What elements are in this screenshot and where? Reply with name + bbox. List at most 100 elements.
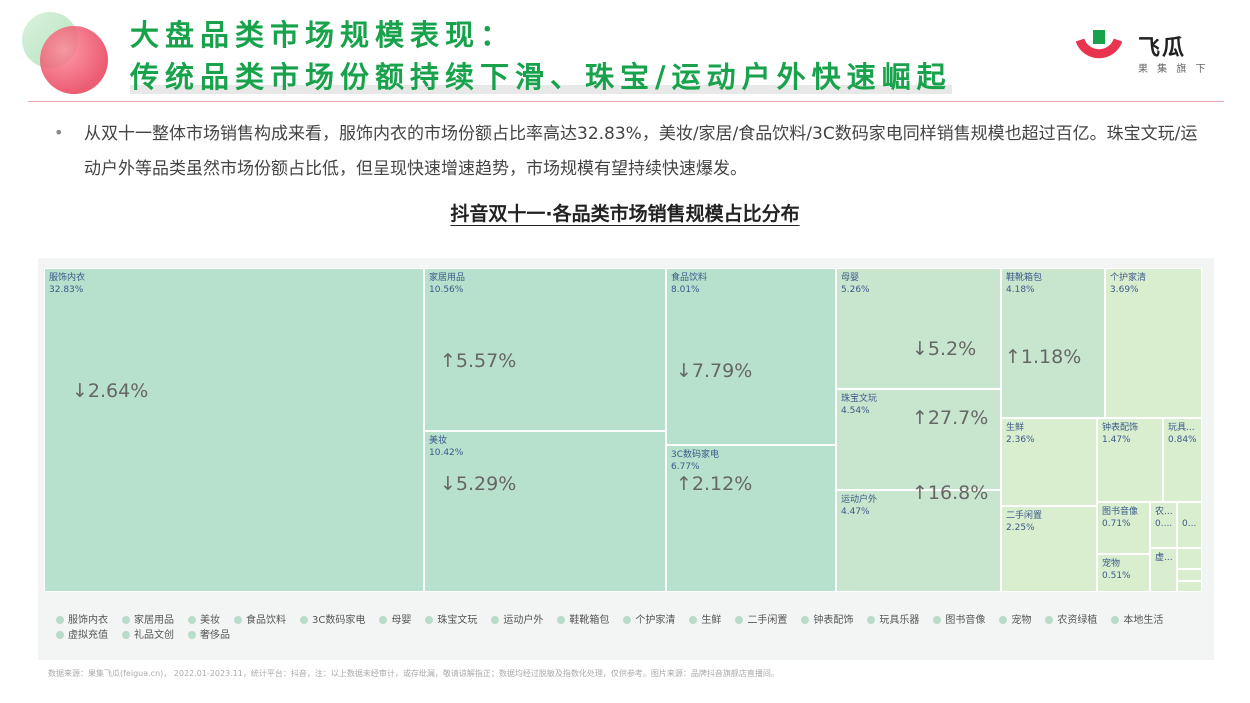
cell-share-label: 6.77% bbox=[671, 462, 700, 472]
page-title-line2: 传统品类市场份额持续下滑、珠宝/运动户外快速崛起 bbox=[130, 60, 952, 94]
legend-item[interactable]: 奢侈品 bbox=[188, 628, 230, 643]
legend-label: 图书音像 bbox=[945, 615, 986, 626]
cell-category-label: 3C数码家电 bbox=[671, 450, 720, 460]
treemap-cell: 运动户外 4.47% bbox=[836, 490, 1001, 592]
legend-dot-icon bbox=[557, 616, 566, 624]
legend-dot-icon bbox=[56, 616, 64, 624]
legend-item[interactable]: 二手闲置 bbox=[735, 613, 787, 628]
cell-share-label: 0.84% bbox=[1168, 435, 1197, 445]
cell-change-label: ↑1.18% bbox=[1005, 346, 1082, 368]
treemap-cell: 图书音像 0.71% bbox=[1097, 502, 1150, 554]
legend-dot-icon bbox=[122, 616, 130, 624]
cell-change-label: ↓2.64% bbox=[72, 380, 149, 402]
cell-share-label: 0.71% bbox=[1102, 519, 1131, 529]
treemap-chart: 服饰内衣 32.83% ↓2.64% 家居用品 10.56% ↑5.57% 美妆 10.42%… bbox=[44, 268, 1202, 592]
legend-dot-icon bbox=[491, 616, 500, 624]
cell-category-label: 鞋靴箱包 bbox=[1006, 273, 1043, 283]
brand-logo: 飞瓜 果 集 旗 下 bbox=[1076, 28, 1226, 78]
treemap-cell: 家居用品 10.56% bbox=[424, 268, 666, 431]
legend-label: 农资绿植 bbox=[1057, 615, 1098, 626]
legend-dot-icon bbox=[689, 616, 698, 624]
cell-category-label: 钟表配饰 bbox=[1102, 423, 1139, 433]
legend-label: 生鲜 bbox=[701, 615, 722, 626]
cell-change-label: ↑27.7% bbox=[912, 407, 989, 429]
treemap-cell bbox=[1177, 581, 1202, 592]
legend-dot-icon bbox=[801, 616, 810, 624]
legend-dot-icon bbox=[425, 616, 434, 624]
legend-dot-icon bbox=[735, 616, 744, 624]
cell-category-label: 母婴 bbox=[841, 273, 860, 283]
cell-share-label: 32.83% bbox=[49, 285, 84, 295]
feigua-logo-icon bbox=[1076, 30, 1122, 59]
legend-item[interactable]: 运动户外 bbox=[491, 613, 543, 628]
legend-label: 宠物 bbox=[1011, 615, 1032, 626]
treemap-cell: 二手闲置 2.25% bbox=[1001, 506, 1097, 592]
cell-share-label: 0... bbox=[1182, 519, 1197, 529]
legend-label: 个护家清 bbox=[635, 615, 676, 626]
cell-category-label: 珠宝文玩 bbox=[841, 394, 878, 404]
legend-label: 奢侈品 bbox=[200, 630, 230, 641]
cell-share-label: 8.01% bbox=[671, 285, 700, 295]
treemap-cell: 0... bbox=[1177, 502, 1202, 548]
header-divider bbox=[28, 101, 1224, 102]
legend-item[interactable]: 食品饮料 bbox=[234, 613, 286, 628]
cell-category-label: 虚... bbox=[1155, 553, 1173, 563]
cell-category-label: 玩具... bbox=[1168, 423, 1195, 433]
legend-label: 运动户外 bbox=[503, 615, 544, 626]
legend-item[interactable]: 母婴 bbox=[379, 613, 411, 628]
decorative-red-circle bbox=[40, 26, 108, 94]
legend-item[interactable]: 生鲜 bbox=[689, 613, 721, 628]
legend-item[interactable]: 鞋靴箱包 bbox=[557, 613, 609, 628]
legend-label: 鞋靴箱包 bbox=[569, 615, 610, 626]
summary-paragraph: 从双十一整体市场销售构成来看，服饰内衣的市场份额占比率高达32.83%，美妆/家… bbox=[84, 124, 1198, 179]
treemap-cell: 宠物 0.51% bbox=[1097, 554, 1150, 592]
cell-category-label: 农... bbox=[1155, 507, 1173, 517]
legend-item[interactable]: 美妆 bbox=[188, 613, 220, 628]
treemap-cell: 母婴 5.26% bbox=[836, 268, 1001, 389]
legend-item[interactable]: 农资绿植 bbox=[1045, 613, 1097, 628]
legend-label: 珠宝文玩 bbox=[437, 615, 478, 626]
legend-item[interactable]: 家居用品 bbox=[122, 613, 174, 628]
cell-change-label: ↑2.12% bbox=[676, 473, 753, 495]
cell-category-label: 食品饮料 bbox=[671, 273, 708, 283]
cell-share-label: 2.36% bbox=[1006, 435, 1035, 445]
legend-item[interactable]: 虚拟充值 bbox=[56, 628, 108, 643]
legend-dot-icon bbox=[56, 631, 64, 639]
cell-share-label: 4.47% bbox=[841, 507, 870, 517]
legend-item[interactable]: 钟表配饰 bbox=[801, 613, 853, 628]
legend-dot-icon bbox=[1045, 616, 1054, 624]
cell-category-label: 二手闲置 bbox=[1006, 511, 1043, 521]
legend-item[interactable]: 个护家清 bbox=[623, 613, 675, 628]
legend-item[interactable]: 宠物 bbox=[999, 613, 1031, 628]
page-title-line1: 大盘品类市场规模表现： bbox=[130, 18, 516, 52]
legend-item[interactable]: 服饰内衣 bbox=[56, 613, 108, 628]
cell-share-label: 4.18% bbox=[1006, 285, 1035, 295]
cell-category-label: 宠物 bbox=[1102, 559, 1121, 569]
treemap-cell: 食品饮料 8.01% bbox=[666, 268, 836, 445]
treemap-cell bbox=[1177, 548, 1202, 569]
legend-dot-icon bbox=[933, 616, 942, 624]
legend-label: 家居用品 bbox=[134, 615, 174, 626]
legend-item[interactable]: 珠宝文玩 bbox=[425, 613, 477, 628]
legend-item[interactable]: 图书音像 bbox=[933, 613, 985, 628]
legend-dot-icon bbox=[188, 631, 196, 639]
legend-dot-icon bbox=[234, 616, 242, 624]
cell-change-label: ↓5.29% bbox=[440, 473, 517, 495]
legend-item[interactable]: 3C数码家电 bbox=[300, 613, 365, 628]
cell-category-label: 生鲜 bbox=[1006, 423, 1025, 433]
legend-item[interactable]: 玩具乐器 bbox=[867, 613, 919, 628]
cell-share-label: 0.51% bbox=[1102, 571, 1131, 581]
cell-share-label: 4.54% bbox=[841, 406, 870, 416]
cell-category-label: 运动户外 bbox=[841, 495, 878, 505]
legend-item[interactable]: 礼品文创 bbox=[122, 628, 174, 643]
chart-title: 抖音双十一·各品类市场销售规模占比分布 bbox=[450, 203, 800, 225]
legend-dot-icon bbox=[188, 616, 196, 624]
legend-item[interactable]: 本地生活 bbox=[1111, 613, 1163, 628]
cell-change-label: ↑5.57% bbox=[440, 350, 517, 372]
treemap-cell: 美妆 10.42% bbox=[424, 431, 666, 592]
cell-share-label: 10.42% bbox=[429, 448, 464, 458]
legend-label: 礼品文创 bbox=[134, 630, 174, 641]
cell-share-label: 2.25% bbox=[1006, 523, 1035, 533]
legend-label: 服饰内衣 bbox=[68, 615, 108, 626]
treemap-cell: 钟表配饰 1.47% bbox=[1097, 418, 1163, 502]
